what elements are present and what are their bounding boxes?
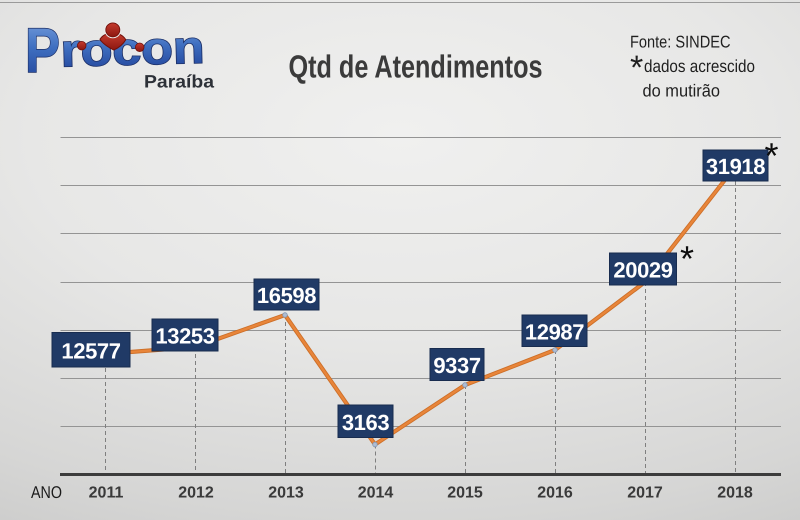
svg-text:3163: 3163 — [342, 410, 390, 435]
svg-text:2012: 2012 — [178, 485, 214, 502]
svg-text:2013: 2013 — [268, 485, 304, 502]
svg-text:16598: 16598 — [257, 283, 316, 308]
svg-text:9337: 9337 — [433, 353, 481, 378]
svg-text:do mutirão: do mutirão — [643, 81, 721, 101]
svg-text:2011: 2011 — [89, 485, 124, 502]
svg-text:Fonte: SINDEC: Fonte: SINDEC — [630, 33, 731, 52]
svg-text:20029: 20029 — [613, 258, 672, 283]
svg-text:12577: 12577 — [61, 338, 120, 363]
svg-text:P: P — [25, 16, 60, 86]
svg-text:*: * — [630, 49, 643, 87]
svg-text:Paraíba: Paraíba — [144, 72, 215, 92]
svg-text:ANO: ANO — [31, 483, 62, 502]
svg-text:12987: 12987 — [525, 319, 584, 344]
svg-text:2017: 2017 — [627, 485, 663, 502]
svg-text:dados acrescido: dados acrescido — [644, 56, 755, 76]
svg-text:*: * — [680, 238, 694, 279]
svg-text:13253: 13253 — [155, 324, 214, 349]
svg-text:2014: 2014 — [358, 485, 394, 502]
svg-text:2018: 2018 — [717, 485, 753, 502]
svg-text:2015: 2015 — [447, 485, 483, 502]
svg-text:2016: 2016 — [537, 485, 573, 502]
svg-text:Qtd de Atendimentos: Qtd de Atendimentos — [289, 49, 543, 85]
svg-text:31918: 31918 — [706, 154, 765, 179]
svg-text:*: * — [764, 135, 778, 176]
